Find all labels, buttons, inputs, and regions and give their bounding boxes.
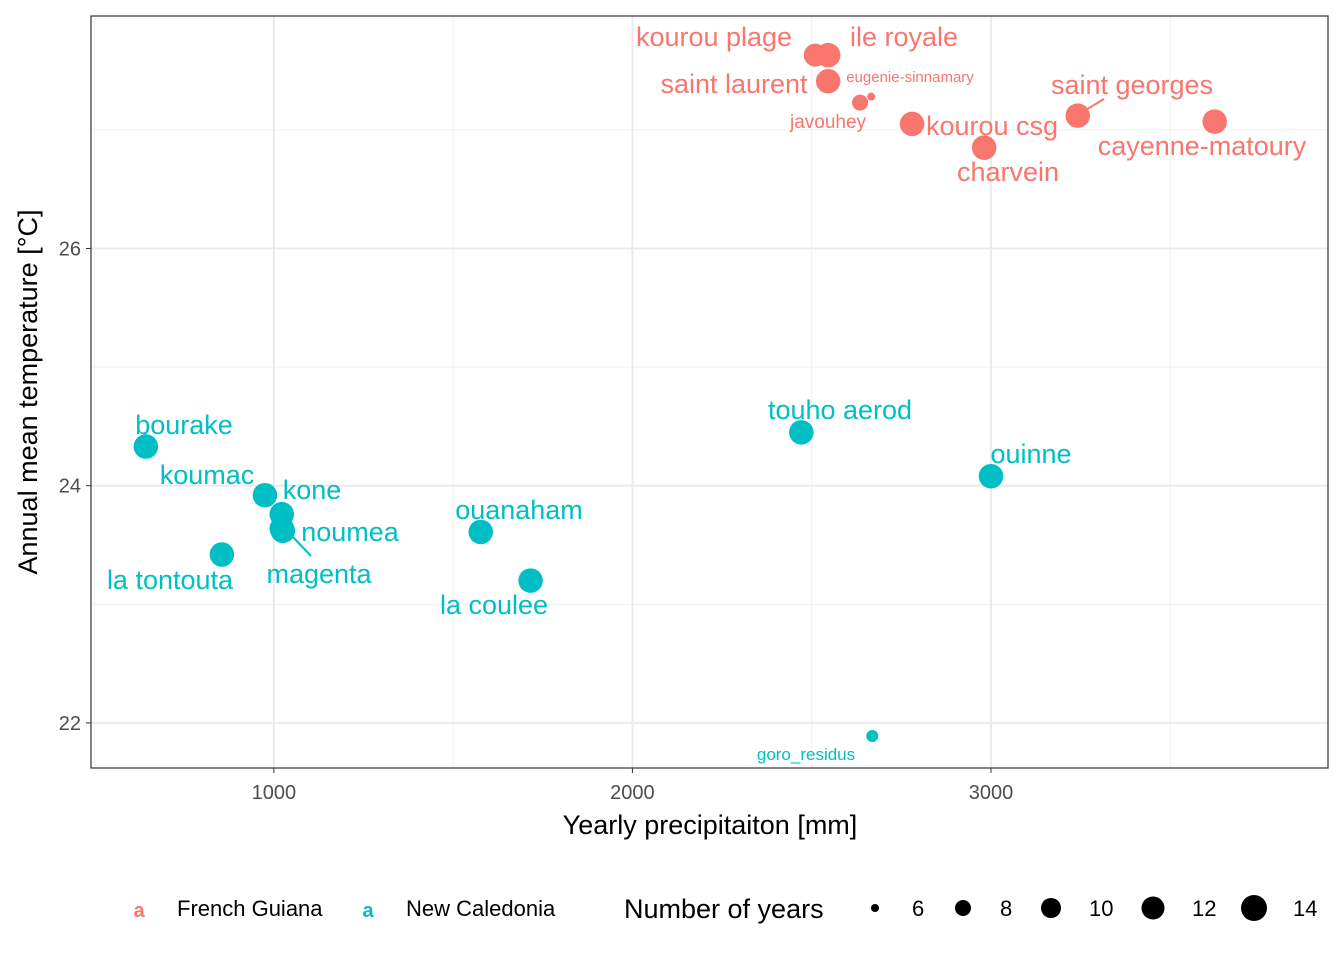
- point-label: saint georges: [1051, 70, 1213, 100]
- points: [133, 42, 1227, 742]
- point-label: noumea: [301, 517, 400, 547]
- data-point: [209, 542, 235, 567]
- x-tick-label: 1000: [252, 782, 297, 804]
- data-point: [270, 518, 296, 544]
- point-label: goro_residus: [757, 745, 855, 764]
- data-point: [815, 68, 841, 94]
- point-labels: kourou plage ile royale saint laurent eugen…: [107, 22, 1307, 764]
- size-legend-key: [955, 900, 971, 916]
- point-label: charvein: [957, 157, 1059, 187]
- point-label: ouanaham: [455, 495, 583, 525]
- point-label: touho aerod: [768, 395, 912, 425]
- point-label: ile royale: [850, 22, 958, 52]
- size-legend-key: [871, 904, 879, 912]
- data-point: [852, 94, 869, 111]
- axes: 1000 2000 3000 22 24 26: [59, 238, 1013, 804]
- size-legend-label: 6: [912, 896, 924, 921]
- label-segment: [291, 535, 312, 557]
- point-label: la tontouta: [107, 565, 234, 595]
- data-point: [518, 568, 543, 593]
- point-label: javouhey: [789, 112, 867, 133]
- point-label: la coulee: [440, 590, 548, 620]
- point-label: magenta: [266, 559, 372, 589]
- data-point: [1065, 103, 1090, 128]
- data-point: [971, 135, 997, 160]
- data-point: [978, 463, 1004, 489]
- size-legend-label: 8: [1000, 896, 1012, 921]
- point-label: koumac: [160, 460, 255, 490]
- legend: a French Guiana a New Caledonia Number of ye…: [133, 894, 1317, 924]
- size-legend-key: [1041, 898, 1061, 918]
- point-label: kourou plage: [636, 22, 792, 52]
- data-point: [815, 42, 841, 68]
- plot-panel-border: [90, 15, 1329, 769]
- size-legend-key: [1241, 895, 1267, 921]
- x-tick-label: 2000: [610, 782, 655, 804]
- point-label: eugenie-sinnamary: [846, 69, 974, 86]
- point-label: bourake: [135, 410, 233, 440]
- data-point: [866, 729, 879, 742]
- legend-label: New Caledonia: [406, 896, 556, 921]
- point-label: ouinne: [990, 439, 1071, 469]
- data-point: [252, 482, 278, 508]
- y-tick-label: 22: [59, 713, 81, 735]
- size-legend-key: [1141, 896, 1165, 920]
- size-legend-label: 14: [1293, 896, 1317, 921]
- y-axis-title: Annual mean temperature [°C]: [13, 210, 43, 575]
- legend-key-icon: a: [133, 900, 145, 922]
- y-tick-label: 26: [59, 238, 81, 260]
- grid: [91, 16, 1328, 768]
- point-label: kourou csg: [926, 111, 1058, 141]
- x-tick-label: 3000: [969, 782, 1014, 804]
- legend-key-icon: a: [362, 900, 374, 922]
- x-axis-title: Yearly precipitaiton [mm]: [563, 810, 858, 840]
- point-label: cayenne-matoury: [1098, 131, 1307, 161]
- label-segment: [1078, 98, 1105, 115]
- point-label: saint laurent: [660, 69, 808, 99]
- point-label: kone: [283, 475, 342, 505]
- y-tick-label: 24: [59, 476, 81, 498]
- legend-label: French Guiana: [177, 896, 323, 921]
- size-legend-label: 12: [1192, 896, 1216, 921]
- data-point: [468, 519, 493, 545]
- data-point: [1202, 109, 1227, 134]
- data-point: [789, 420, 814, 445]
- data-point: [867, 92, 876, 101]
- size-legend-title: Number of years: [624, 894, 824, 924]
- data-point: [133, 434, 159, 459]
- size-legend-label: 10: [1089, 896, 1113, 921]
- data-point: [899, 111, 925, 137]
